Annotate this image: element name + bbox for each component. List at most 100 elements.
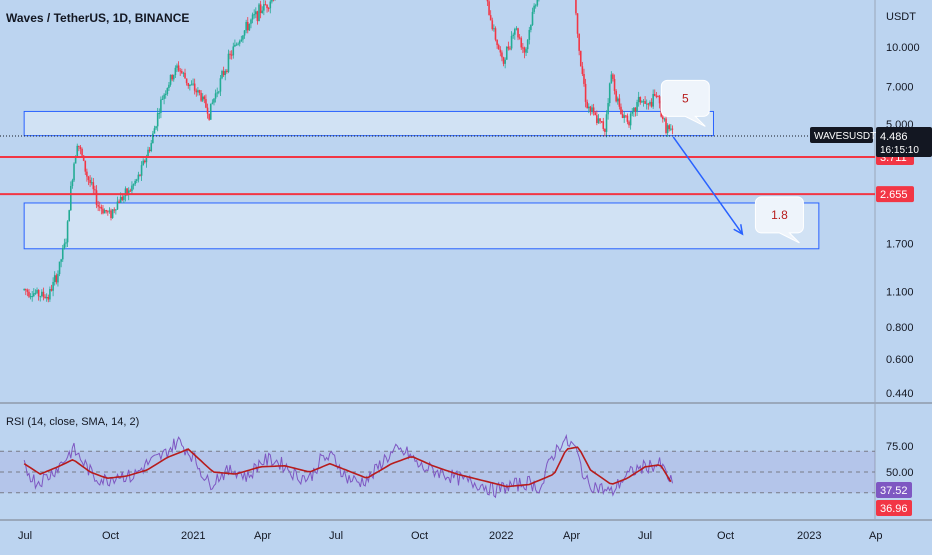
candle-body bbox=[80, 147, 82, 149]
candle-body bbox=[88, 177, 90, 180]
candle-body bbox=[213, 99, 215, 103]
candle-body bbox=[223, 71, 225, 75]
candle-body bbox=[665, 119, 667, 133]
candle-body bbox=[631, 112, 633, 114]
candle-body bbox=[588, 107, 590, 109]
candle-body bbox=[54, 275, 56, 282]
x-tick-label: Apr bbox=[254, 530, 271, 542]
candle-body bbox=[142, 161, 144, 165]
candle-body bbox=[47, 297, 49, 299]
x-tick-label: Oct bbox=[411, 530, 428, 542]
candle-body bbox=[604, 129, 606, 132]
candle-body bbox=[656, 96, 658, 97]
candle-body bbox=[496, 40, 498, 45]
candle-body bbox=[525, 49, 527, 52]
candle-body bbox=[91, 182, 93, 183]
candle-body bbox=[187, 83, 189, 86]
candle-body bbox=[628, 122, 630, 126]
x-tick-label: 2023 bbox=[797, 530, 821, 542]
candle-body bbox=[158, 113, 160, 114]
candle-body bbox=[672, 129, 674, 130]
candle-body bbox=[524, 47, 526, 52]
candle-body bbox=[176, 65, 178, 67]
candle-body bbox=[130, 190, 132, 191]
candle-body bbox=[81, 149, 83, 156]
candle-body bbox=[582, 66, 584, 74]
candle-body bbox=[643, 101, 645, 102]
candle-body bbox=[594, 113, 596, 116]
x-tick-label: Ap bbox=[869, 530, 882, 542]
callout-label: 1.8 bbox=[771, 208, 788, 222]
candle-body bbox=[488, 1, 490, 15]
rsi-y-tick: 75.00 bbox=[886, 441, 914, 453]
candle-body bbox=[131, 186, 133, 192]
candle-body bbox=[487, 0, 489, 1]
candle-body bbox=[234, 45, 236, 47]
candle-body bbox=[265, 4, 267, 5]
candle-body bbox=[490, 15, 492, 20]
candle-body bbox=[648, 104, 650, 105]
candle-body bbox=[228, 54, 230, 72]
candle-body bbox=[649, 102, 651, 104]
candle-body bbox=[229, 54, 231, 55]
candle-body bbox=[638, 97, 640, 102]
candle-body bbox=[199, 90, 201, 93]
candle-body bbox=[94, 189, 96, 190]
candle-body bbox=[506, 47, 508, 60]
candle-body bbox=[43, 292, 45, 297]
candle-body bbox=[62, 248, 64, 259]
candle-body bbox=[216, 92, 218, 93]
candle-body bbox=[155, 126, 157, 128]
candle-body bbox=[49, 289, 51, 299]
x-tick-label: Jul bbox=[18, 530, 32, 542]
candle-body bbox=[210, 104, 212, 120]
candle-body bbox=[623, 115, 625, 118]
candle-body bbox=[212, 103, 214, 104]
candle-body bbox=[160, 100, 162, 113]
candle-body bbox=[102, 209, 104, 214]
candle-body bbox=[186, 78, 188, 83]
candle-body bbox=[204, 97, 206, 100]
candle-body bbox=[580, 51, 582, 66]
candle-body bbox=[89, 180, 91, 183]
symbol-tag-label: WAVESUSDT bbox=[814, 131, 876, 142]
candle-body bbox=[218, 92, 220, 93]
candle-body bbox=[271, 0, 273, 2]
currency-label: USDT bbox=[886, 11, 916, 23]
candle-body bbox=[179, 70, 181, 71]
candle-body bbox=[27, 290, 29, 292]
rsi-ma-label: 36.96 bbox=[880, 503, 908, 515]
candle-body bbox=[657, 96, 659, 97]
candle-body bbox=[578, 34, 580, 51]
candle-body bbox=[150, 143, 152, 151]
candle-body bbox=[498, 45, 500, 49]
candle-body bbox=[585, 84, 587, 102]
candle-body bbox=[644, 101, 646, 104]
candle-body bbox=[86, 172, 88, 177]
candle-body bbox=[596, 115, 598, 123]
candle-body bbox=[501, 52, 503, 57]
candle-body bbox=[612, 74, 614, 78]
candle-body bbox=[72, 180, 74, 186]
candle-body bbox=[101, 207, 103, 209]
candle-body bbox=[120, 197, 122, 203]
candle-body bbox=[35, 293, 37, 294]
candle-body bbox=[195, 91, 197, 93]
candle-body bbox=[113, 209, 115, 210]
x-tick-label: Jul bbox=[329, 530, 343, 542]
candle-body bbox=[208, 114, 210, 120]
candle-body bbox=[659, 96, 661, 103]
candle-body bbox=[512, 35, 514, 36]
candle-body bbox=[593, 107, 595, 112]
candle-body bbox=[67, 221, 69, 242]
candle-body bbox=[651, 102, 653, 107]
candle-body bbox=[255, 11, 257, 14]
candle-body bbox=[168, 85, 170, 88]
candle-body bbox=[197, 90, 199, 92]
candle-body bbox=[625, 115, 627, 116]
candle-body bbox=[175, 68, 177, 75]
candle-body bbox=[639, 97, 641, 103]
candle-body bbox=[194, 84, 196, 91]
